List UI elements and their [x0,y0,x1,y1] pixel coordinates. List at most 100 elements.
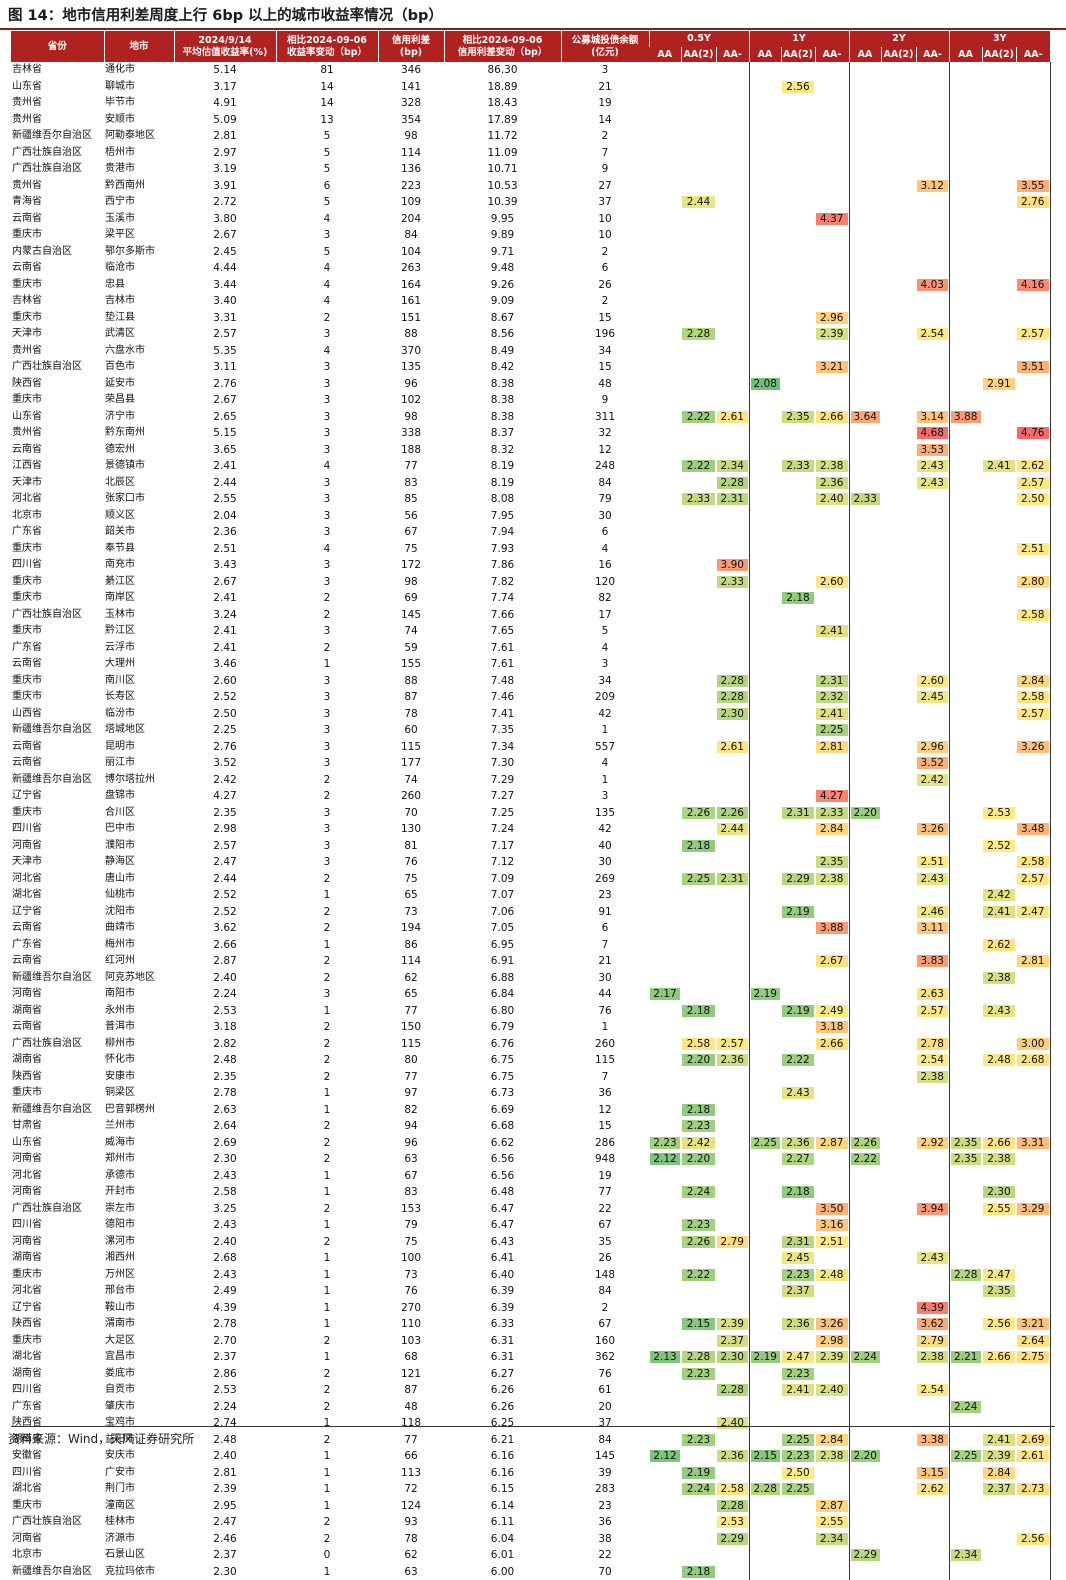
yield-cell-0.5y-aa2 [681,937,716,954]
yield-cell-3y-aa [949,1465,982,1482]
yield-change-cell: 1 [276,1102,378,1119]
yield-value: 2.34 [816,1533,848,1545]
yield-cell-2y-aa [849,1366,881,1383]
yield-value: 2.63 [917,988,948,1000]
yield-change-cell: 2 [276,640,378,657]
yield-cell-2y-aa-minus: 2.54 [916,1382,949,1399]
city-cell: 济宁市 [104,409,174,426]
yield-change-cell: 3 [276,722,378,739]
yield-value: 2.22 [682,460,715,472]
yield-value: 2.23 [650,1137,680,1149]
spread-cell: 60 [378,722,444,739]
yield-cell-3y-aa2 [982,1547,1016,1564]
yield-value: 2.38 [816,460,848,472]
yield-value: 2.22 [682,411,715,423]
yield-cell-1y-aa-minus [815,1085,849,1102]
yield-value: 2.38 [917,1351,948,1363]
yield-cell-0.5y-aa2 [681,376,716,393]
balance-cell: 19 [561,1168,649,1185]
yield-value: 4.68 [917,427,948,439]
yield-cell-2y-aa [849,986,881,1003]
yield-value: 2.28 [751,1483,781,1495]
yield-change-cell: 1 [276,1415,378,1432]
yield-cell-2y-aa-minus: 4.68 [916,425,949,442]
yield-cell-2y-aa [849,293,881,310]
city-cell: 铜梁区 [104,1085,174,1102]
spread-change-cell: 6.79 [444,1019,561,1036]
yield-value: 2.33 [717,576,748,588]
yield-cell-1y-aa [749,805,781,822]
avg-yield-cell: 2.30 [174,1151,276,1168]
yield-cell-0.5y-aa2 [681,772,716,789]
yield-change-cell: 3 [276,227,378,244]
province-cell: 陕西省 [11,1316,104,1333]
yield-cell-0.5y-aa [649,607,681,624]
yield-cell-0.5y-aa-minus [716,1366,749,1383]
yield-cell-0.5y-aa-minus: 2.33 [716,574,749,591]
yield-cell-1y-aa-minus [815,1184,849,1201]
yield-change-cell: 3 [276,854,378,871]
spread-change-cell: 6.25 [444,1415,561,1432]
spread-cell: 161 [378,293,444,310]
yield-cell-2y-aa-minus: 2.54 [916,326,949,343]
yield-cell-3y-aa2 [982,1531,1016,1548]
yield-cell-1y-aa [749,590,781,607]
yield-cell-2y-aa: 2.26 [849,1135,881,1152]
yield-value: 2.64 [1017,1335,1049,1347]
spread-cell: 75 [378,1234,444,1251]
avg-yield-cell: 2.63 [174,1102,276,1119]
yield-cell-0.5y-aa-minus [716,343,749,360]
yield-cell-2y-aa-minus: 2.62 [916,1481,949,1498]
yield-cell-1y-aa-minus [815,392,849,409]
balance-cell: 82 [561,590,649,607]
yield-value: 2.36 [782,1318,814,1330]
yield-cell-2y-aa-minus [916,887,949,904]
yield-cell-0.5y-aa [649,937,681,954]
yield-cell-0.5y-aa-minus: 2.58 [716,1481,749,1498]
yield-cell-0.5y-aa-minus [716,310,749,327]
yield-value: 2.36 [816,477,848,489]
yield-cell-2y-aa2 [881,244,916,261]
yield-value: 2.51 [816,1236,848,1248]
yield-cell-3y-aa2 [982,79,1016,96]
yield-change-cell: 5 [276,145,378,162]
yield-change-cell: 3 [276,425,378,442]
yield-value: 2.84 [816,1434,848,1446]
yield-change-cell: 2 [276,788,378,805]
yield-cell-2y-aa-minus [916,1366,949,1383]
yield-value: 2.30 [983,1186,1015,1198]
balance-cell: 37 [561,1415,649,1432]
yield-cell-2y-aa2 [881,128,916,145]
yield-cell-1y-aa2 [781,227,815,244]
avg-yield-cell: 2.67 [174,227,276,244]
spread-cell: 59 [378,640,444,657]
header-tenor-2y: 2Y [849,31,949,47]
spread-cell: 74 [378,623,444,640]
yield-cell-1y-aa [749,194,781,211]
yield-cell-3y-aa2 [982,953,1016,970]
yield-cell-3y-aa-minus [1016,1547,1050,1564]
spread-cell: 346 [378,62,444,79]
yield-cell-1y-aa-minus: 2.55 [815,1514,849,1531]
spread-cell: 67 [378,524,444,541]
yield-cell-1y-aa: 2.25 [749,1135,781,1152]
yield-change-cell: 3 [276,755,378,772]
yield-change-cell: 3 [276,805,378,822]
balance-cell: 148 [561,1267,649,1284]
yield-cell-3y-aa2: 2.43 [982,1003,1016,1020]
yield-cell-0.5y-aa [649,755,681,772]
yield-cell-0.5y-aa-minus: 2.44 [716,821,749,838]
yield-cell-1y-aa2 [781,623,815,640]
yield-cell-0.5y-aa: 2.23 [649,1135,681,1152]
yield-cell-3y-aa [949,458,982,475]
yield-value: 2.25 [751,1137,781,1149]
yield-cell-1y-aa2 [781,1399,815,1416]
yield-cell-3y-aa-minus: 2.57 [1016,475,1050,492]
yield-cell-1y-aa-minus: 2.39 [815,1349,849,1366]
spread-change-cell: 6.26 [444,1399,561,1416]
yield-cell-2y-aa2 [881,805,916,822]
avg-yield-cell: 2.25 [174,722,276,739]
